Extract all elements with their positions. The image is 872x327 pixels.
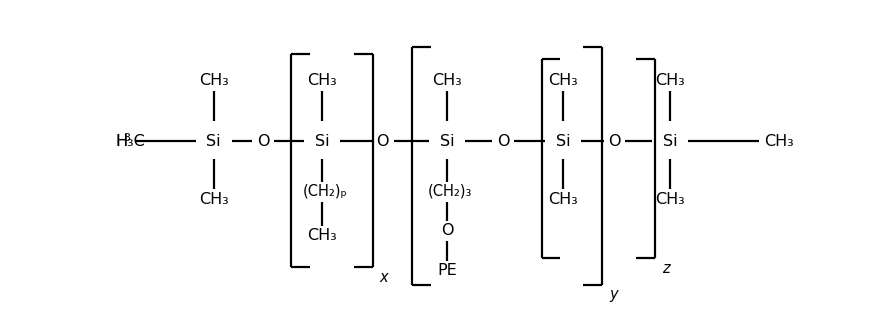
Text: O: O (609, 134, 621, 149)
Text: z: z (662, 261, 670, 276)
Text: CH₃: CH₃ (199, 73, 228, 88)
Text: CH₃: CH₃ (307, 73, 337, 88)
Text: O: O (377, 134, 389, 149)
Text: O: O (440, 223, 453, 238)
Text: CH₃: CH₃ (432, 73, 462, 88)
Text: CH₃: CH₃ (199, 192, 228, 207)
Text: Si: Si (207, 134, 221, 149)
Text: (CH₂)₃: (CH₂)₃ (428, 183, 473, 198)
Text: Si: Si (439, 134, 454, 149)
Text: CH₃: CH₃ (655, 73, 685, 88)
Text: CH₃: CH₃ (548, 192, 578, 207)
Text: H: H (116, 134, 128, 149)
Text: CH₃: CH₃ (307, 228, 337, 243)
Text: CH₃: CH₃ (548, 73, 578, 88)
Text: Si: Si (663, 134, 678, 149)
Text: CH₃: CH₃ (765, 134, 794, 149)
Text: PE: PE (437, 263, 457, 278)
Text: H₃C: H₃C (116, 134, 146, 149)
Text: (CH₂)ₚ: (CH₂)ₚ (303, 183, 348, 198)
Text: Si: Si (315, 134, 330, 149)
Text: x: x (379, 270, 388, 284)
Text: y: y (609, 287, 617, 302)
Text: 3: 3 (123, 133, 130, 143)
Text: Si: Si (555, 134, 570, 149)
Text: O: O (257, 134, 269, 149)
Text: O: O (497, 134, 509, 149)
Text: CH₃: CH₃ (655, 192, 685, 207)
